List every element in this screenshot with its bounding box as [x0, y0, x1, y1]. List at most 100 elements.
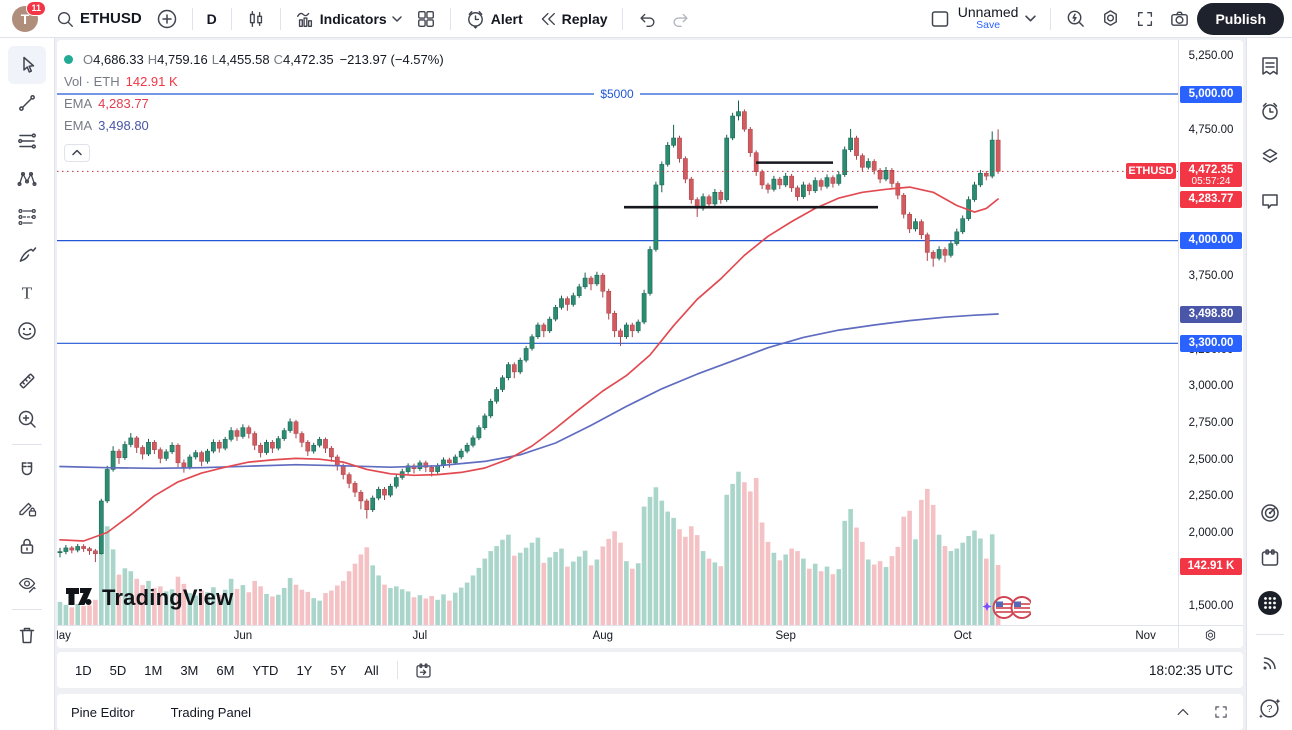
timeframe-1m[interactable]: 1M [144, 662, 163, 678]
time-axis-settings-button[interactable] [1203, 628, 1218, 643]
legend-collapse-button[interactable] [64, 144, 90, 162]
economic-events-marker[interactable] [979, 594, 1034, 627]
timeframe-all[interactable]: All [364, 662, 379, 678]
undo-button[interactable] [630, 5, 664, 33]
gear-icon [1104, 10, 1118, 26]
volume-label: Vol · ETH [64, 73, 120, 89]
replay-button[interactable]: Replay [530, 5, 615, 33]
emoji-tool[interactable] [8, 312, 46, 350]
help-button[interactable]: ? [1252, 690, 1288, 726]
plus-circle-icon [157, 9, 176, 28]
calendar-button[interactable] [1252, 540, 1288, 576]
timeframe-ytd[interactable]: YTD [252, 662, 279, 678]
chart-legend: O4,686.33 H4,759.16 L4,455.58 C4,472.35 −21… [64, 48, 444, 162]
single-layout-icon [931, 10, 948, 27]
projection-tool[interactable] [8, 198, 46, 236]
clock-utc[interactable]: 18:02:35 UTC [1148, 662, 1233, 678]
brush-tool[interactable] [8, 236, 46, 274]
go-to-date-button[interactable] [406, 657, 441, 684]
time-axis[interactable]: May Jun Jul Aug Sep Oct Nov [57, 626, 1178, 648]
bottom-panel: Pine Editor Trading Panel [57, 694, 1243, 730]
xabcd-pattern-icon [17, 171, 37, 187]
timeframe-6m[interactable]: 6M [216, 662, 235, 678]
text-tool[interactable]: T [8, 274, 46, 312]
hide-drawings-tool[interactable] [8, 565, 46, 603]
alarm-clock-icon [1261, 102, 1278, 120]
time-axis-month-label: Aug [592, 630, 614, 642]
smiley-icon [18, 322, 36, 340]
legend-volume-row[interactable]: Vol · ETH 142.91 K [64, 70, 444, 92]
price-tag: ETHUSD [1126, 162, 1176, 179]
timeframe-3m[interactable]: 3M [180, 662, 199, 678]
legend-ema-row[interactable]: EMA 3,498.80 [64, 114, 444, 136]
magnet-tool[interactable] [8, 451, 46, 489]
cursor-icon [23, 56, 35, 73]
price-axis[interactable]: 5,250.004,750.003,750.003,250.003,000.00… [1179, 40, 1243, 625]
user-avatar[interactable]: T 11 [12, 0, 46, 32]
streams-button[interactable] [1252, 645, 1288, 681]
chart-canvas[interactable]: $5000 [57, 40, 1178, 625]
measure-tool[interactable] [8, 362, 46, 400]
trend-line-tool[interactable] [8, 84, 46, 122]
brush-icon [19, 247, 37, 262]
layout-grid-button[interactable] [409, 5, 443, 33]
fib-retracement-tool[interactable] [8, 122, 46, 160]
watchlist-button[interactable] [1252, 48, 1288, 84]
alerts-panel-button[interactable] [1252, 93, 1288, 129]
watermark-text: TradingView [102, 585, 234, 610]
expand-panel-chevron-icon[interactable] [1175, 704, 1191, 720]
remove-drawings-tool[interactable] [8, 616, 46, 654]
tab-trading-panel[interactable]: Trading Panel [170, 704, 252, 720]
chat-button[interactable] [1252, 183, 1288, 219]
replay-label: Replay [561, 10, 608, 27]
maximize-panel-icon[interactable] [1213, 704, 1229, 720]
chart-style-button[interactable] [239, 5, 273, 33]
market-status-dot [64, 54, 73, 64]
layout-save-button[interactable]: Unnamed Save [958, 5, 1019, 32]
screener-button[interactable] [1252, 495, 1288, 531]
tab-pine-editor[interactable]: Pine Editor [71, 704, 135, 720]
redo-button[interactable] [664, 5, 698, 33]
publish-button[interactable]: Publish [1197, 2, 1284, 35]
compare-add-button[interactable] [149, 4, 185, 34]
symbol-search-button[interactable]: ETHUSD [48, 5, 149, 33]
avatar-letter: T [20, 10, 30, 27]
legend-ohlc-row[interactable]: O4,686.33 H4,759.16 L4,455.58 C4,472.35 −21… [64, 48, 444, 70]
alert-label: Alert [490, 10, 523, 27]
apps-grid-button[interactable] [1252, 585, 1288, 621]
price-axis-label: 3,750.00 [1188, 270, 1234, 283]
legend-ema-row[interactable]: EMA 4,283.77 [64, 92, 444, 114]
indicators-label: Indicators [319, 10, 387, 27]
zoom-in-tool[interactable] [8, 400, 46, 438]
text-icon: T [22, 284, 33, 303]
timeframe-1y[interactable]: 1Y [296, 662, 313, 678]
fullscreen-icon [1138, 11, 1153, 26]
cursor-tool[interactable] [8, 46, 46, 84]
timeframe-5d[interactable]: 5D [109, 662, 127, 678]
pattern-tool[interactable] [8, 160, 46, 198]
settings-button[interactable] [1093, 4, 1128, 33]
timeframe-1d[interactable]: 1D [75, 662, 92, 678]
chevron-down-icon [1025, 15, 1037, 22]
interval-button[interactable]: D [200, 7, 224, 31]
indicators-button[interactable]: Indicators [288, 5, 409, 33]
lock-icon [20, 538, 34, 554]
alert-button[interactable]: Alert [458, 4, 530, 33]
chart-pane[interactable] [57, 40, 1243, 648]
lock-all-drawings-tool[interactable] [8, 527, 46, 565]
fullscreen-button[interactable] [1128, 5, 1162, 33]
candles-icon [249, 10, 262, 27]
object-tree-button[interactable] [1252, 138, 1288, 174]
price-axis-badge: 4,000.00 [1180, 232, 1242, 250]
layers-icon [1262, 148, 1277, 163]
snapshot-button[interactable] [1162, 4, 1197, 33]
tradingview-logo-icon [66, 588, 92, 605]
timeframe-5y[interactable]: 5Y [330, 662, 347, 678]
layout-menu-chevron[interactable] [1018, 9, 1043, 28]
price-axis-label: 2,250.00 [1188, 490, 1234, 503]
svg-text:$5000: $5000 [600, 87, 634, 101]
drawing-mode-lock-tool[interactable] [8, 489, 46, 527]
layout-select-button[interactable] [922, 4, 958, 34]
quick-search-button[interactable] [1058, 4, 1093, 33]
save-label: Save [976, 18, 1001, 31]
